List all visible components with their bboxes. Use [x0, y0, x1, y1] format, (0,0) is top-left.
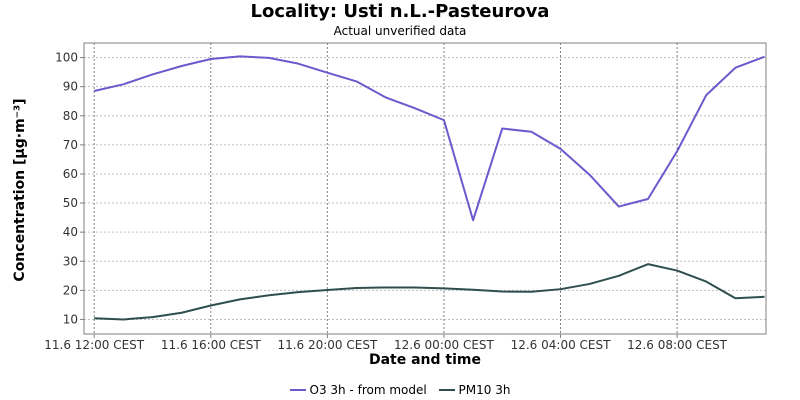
x-tick-label: 11.6 16:00 CEST — [161, 338, 262, 352]
plot-border — [83, 42, 767, 335]
series-line-pm10 — [94, 263, 765, 321]
x-tick-label: 11.6 12:00 CEST — [44, 338, 145, 352]
y-tick-label: 70 — [63, 138, 78, 152]
chart-subtitle: Actual unverified data — [333, 24, 467, 38]
y-tick-label: 30 — [63, 254, 78, 268]
x-tick-label: 12.6 08:00 CEST — [627, 338, 728, 352]
y-tick-label: 50 — [63, 196, 78, 210]
y-tick-label: 100 — [55, 51, 78, 65]
chart-title: Locality: Usti n.L.-Pasteurova — [250, 1, 550, 22]
legend-swatch-o3 — [289, 389, 306, 391]
plot-area — [84, 43, 766, 334]
y-tick-label: 10 — [63, 312, 78, 326]
y-tick-label: 80 — [63, 109, 78, 123]
legend-label-pm10: PM10 3h — [458, 383, 511, 397]
x-tick-label: 11.6 20:00 CEST — [277, 338, 378, 352]
legend-item-pm10: PM10 3h — [438, 383, 511, 397]
legend: O3 3h - from model PM10 3h — [0, 380, 800, 397]
y-tick-label: 20 — [63, 283, 78, 297]
y-tick-label: 40 — [63, 225, 78, 239]
y-tick-label: 60 — [63, 167, 78, 181]
legend-item-o3: O3 3h - from model — [289, 383, 427, 397]
legend-swatch-pm10 — [438, 389, 455, 391]
x-tick-label: 12.6 00:00 CEST — [394, 338, 495, 352]
series-line-o3 — [93, 55, 765, 222]
x-tick-label: 12.6 04:00 CEST — [511, 338, 612, 352]
y-tick-label: 90 — [63, 80, 78, 94]
y-axis-title: Concentration [µg·m⁻³] — [12, 98, 28, 282]
x-axis-title: Date and time — [368, 352, 481, 368]
legend-label-o3: O3 3h - from model — [309, 383, 427, 397]
